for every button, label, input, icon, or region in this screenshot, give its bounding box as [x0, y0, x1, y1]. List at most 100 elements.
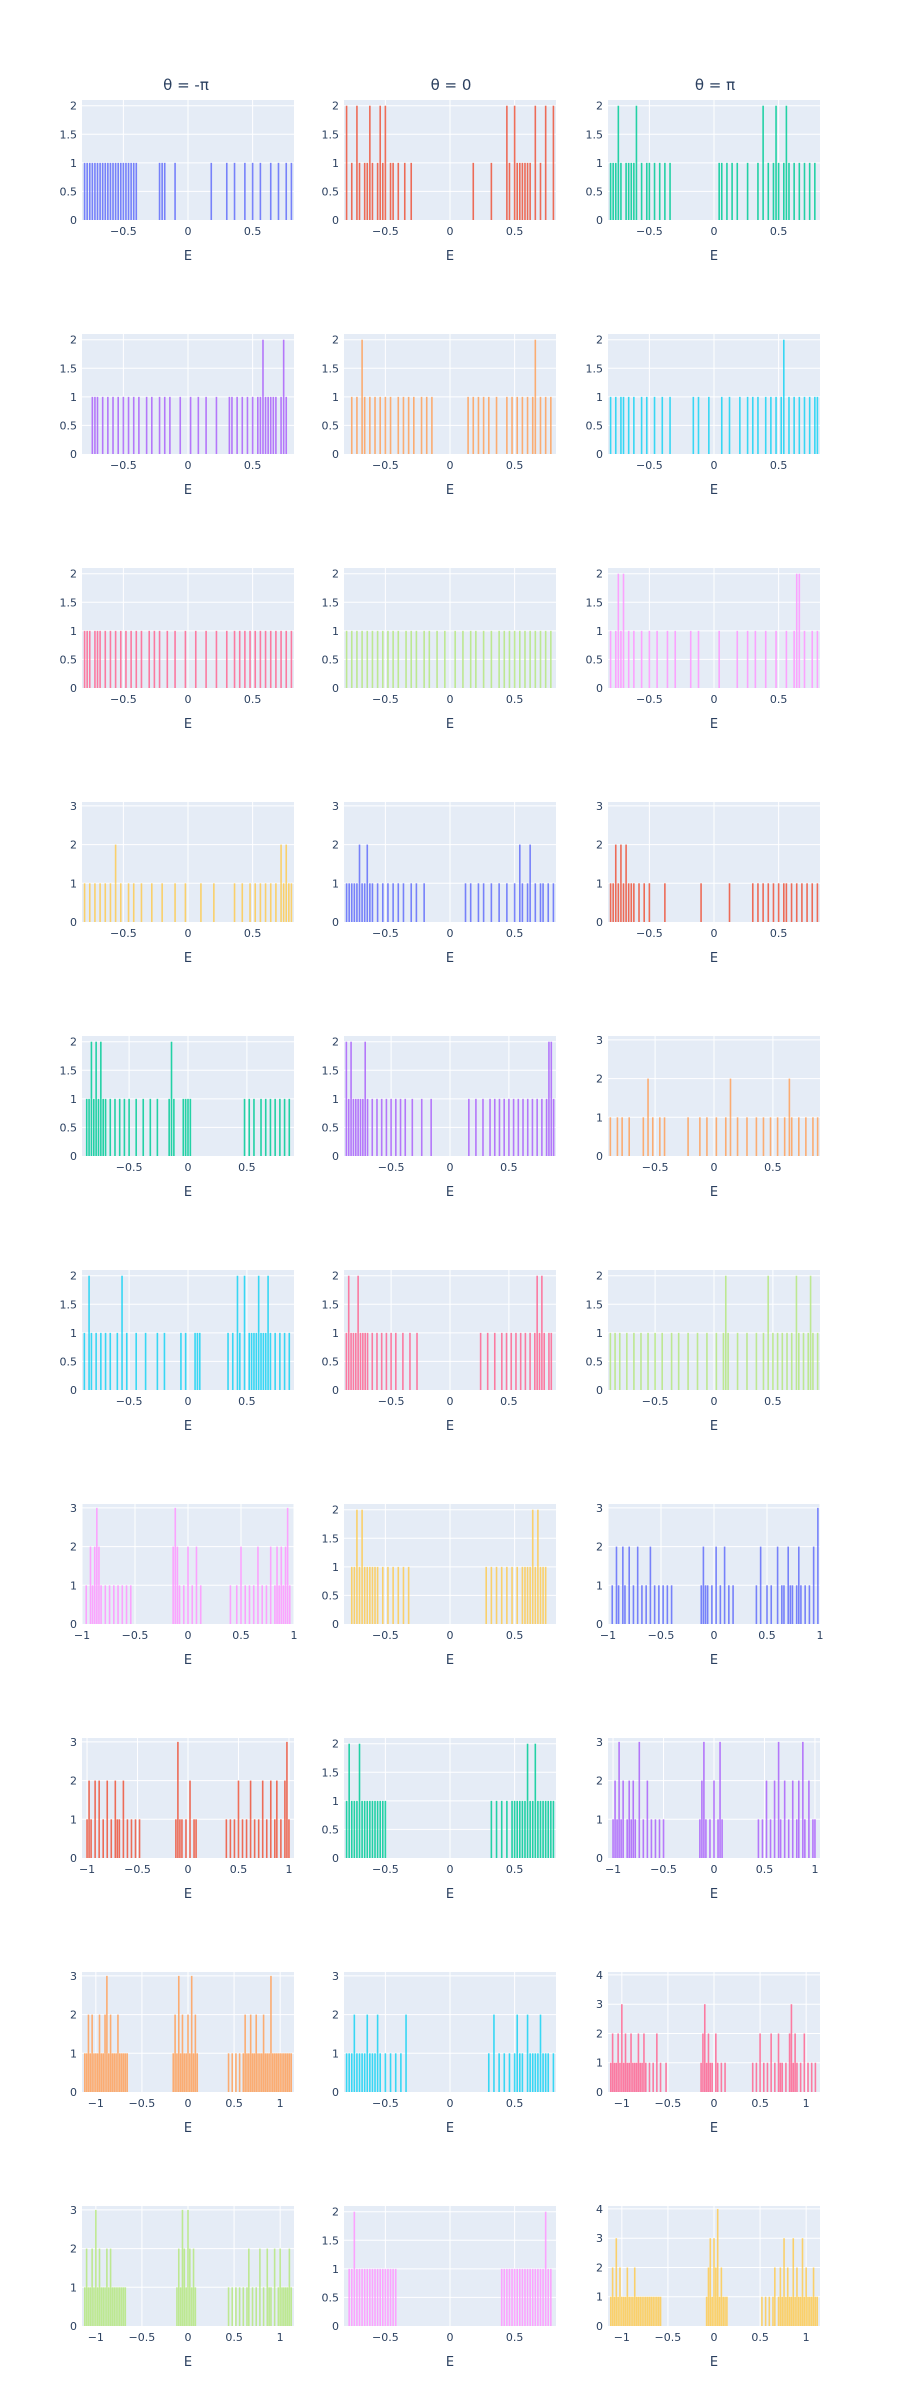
y-tick-label: 2	[332, 568, 339, 581]
histogram-bar	[423, 630, 425, 688]
histogram-bar	[278, 1585, 280, 1624]
histogram-bar	[519, 1332, 522, 1390]
x-axis-title: E	[446, 717, 454, 732]
histogram-bar	[506, 1800, 508, 1858]
histogram-bar	[642, 1819, 645, 1858]
x-tick-label: −1	[88, 2331, 104, 2344]
histogram-bar	[622, 573, 625, 688]
histogram-bar	[231, 2053, 234, 2092]
histogram-bar	[257, 1275, 260, 1390]
histogram-bar	[547, 2268, 550, 2326]
histogram-bar	[793, 162, 795, 220]
histogram-bar	[93, 1546, 96, 1624]
histogram-bar	[620, 844, 622, 922]
histogram-bar	[814, 2296, 817, 2326]
histogram-bar	[106, 1975, 108, 2092]
y-tick-label: 0.5	[322, 1823, 340, 1836]
histogram-bar	[746, 1332, 748, 1390]
histogram-bar	[519, 2053, 521, 2092]
x-tick-label: −0.5	[636, 459, 663, 472]
histogram-bar	[503, 2053, 506, 2092]
histogram-bar	[255, 1332, 258, 1390]
histogram-bar	[371, 2053, 374, 2092]
y-tick-label: 0	[332, 916, 339, 929]
histogram-bar	[506, 396, 508, 454]
histogram-svg: 00.511.52−0.5 0 0.5E	[586, 1270, 820, 1434]
histogram-panel-r6-c1: 0 0.5 1 1.5 2 −0.5 0 0.5 E	[316, 1500, 568, 1678]
histogram-panel-r6-c0: 0 1 2 3 −1 −0.5 0 0.5 1 E	[54, 1500, 306, 1678]
histogram-bar	[379, 105, 381, 220]
histogram-bar	[179, 1819, 181, 1858]
histogram-bar	[513, 105, 516, 220]
histogram-bar	[99, 162, 101, 220]
histogram-bar	[270, 2287, 272, 2326]
histogram-bar	[94, 162, 96, 220]
histogram-bar	[788, 162, 790, 220]
histogram-bar	[117, 396, 119, 454]
histogram-bar	[658, 1819, 661, 1858]
histogram-bar	[363, 162, 366, 220]
histogram-bar	[785, 105, 788, 220]
histogram-bar	[503, 630, 506, 688]
histogram-bar	[620, 630, 622, 688]
histogram-bar	[622, 2296, 625, 2326]
x-tick-label: 0	[447, 459, 454, 472]
histogram-bar	[115, 2287, 117, 2326]
histogram-bar	[796, 2062, 798, 2092]
histogram-bar	[354, 1098, 357, 1156]
histogram-bar	[511, 1800, 513, 1858]
y-tick-label: 0	[70, 1852, 77, 1865]
histogram-bar	[534, 630, 537, 688]
histogram-bar	[801, 883, 803, 922]
histogram-bar	[130, 1819, 133, 1858]
histogram-bar	[526, 883, 529, 922]
histogram-bar	[348, 2053, 350, 2092]
histogram-bar	[615, 2062, 618, 2092]
histogram-bar	[279, 2053, 281, 2092]
histogram-bar	[264, 1332, 267, 1390]
histogram-bar	[399, 1098, 402, 1156]
histogram-bar	[249, 2014, 252, 2092]
histogram-bar	[715, 1332, 718, 1390]
histogram-bar	[248, 1585, 251, 1624]
x-axis-title: E	[710, 249, 718, 264]
histogram-panel-r7-c1: 0 0.5 1 1.5 2 −0.5 0 0.5 E	[316, 1734, 568, 1912]
histogram-bar	[529, 2268, 531, 2326]
histogram-bar	[706, 1117, 708, 1156]
histogram-bar	[534, 2268, 537, 2326]
histogram-bar	[83, 883, 86, 922]
histogram-bar	[638, 1741, 641, 1858]
y-tick-label: 1.5	[586, 128, 604, 141]
histogram-bar	[788, 1078, 791, 1156]
y-tick-label: 2	[332, 1738, 339, 1751]
histogram-bar	[526, 1098, 529, 1156]
histogram-bar	[255, 2287, 258, 2326]
histogram-bar	[654, 2296, 656, 2326]
x-tick-label: 0.5	[758, 1629, 776, 1642]
histogram-bar	[762, 883, 764, 922]
histogram-bar	[254, 883, 257, 922]
histogram-bar	[283, 1098, 286, 1156]
histogram-bar	[482, 883, 485, 922]
histogram-bar	[739, 396, 741, 454]
histogram-bar	[290, 883, 293, 922]
histogram-bar	[697, 396, 700, 454]
histogram-bar	[626, 2267, 629, 2326]
histogram-bar	[649, 1546, 652, 1624]
x-tick-label: 0	[185, 2331, 192, 2344]
histogram-bar	[242, 2053, 245, 2092]
histogram-bar	[187, 2209, 189, 2326]
histogram-bar	[264, 2053, 267, 2092]
histogram-bar	[101, 162, 104, 220]
histogram-bar	[715, 2033, 717, 2092]
histogram-bar	[161, 162, 163, 220]
y-tick-label: 2	[332, 1504, 339, 1517]
histogram-bar	[516, 2268, 519, 2326]
y-tick-label: 1.5	[60, 1064, 78, 1077]
histogram-bar	[656, 2296, 658, 2326]
histogram-bar	[614, 630, 617, 688]
